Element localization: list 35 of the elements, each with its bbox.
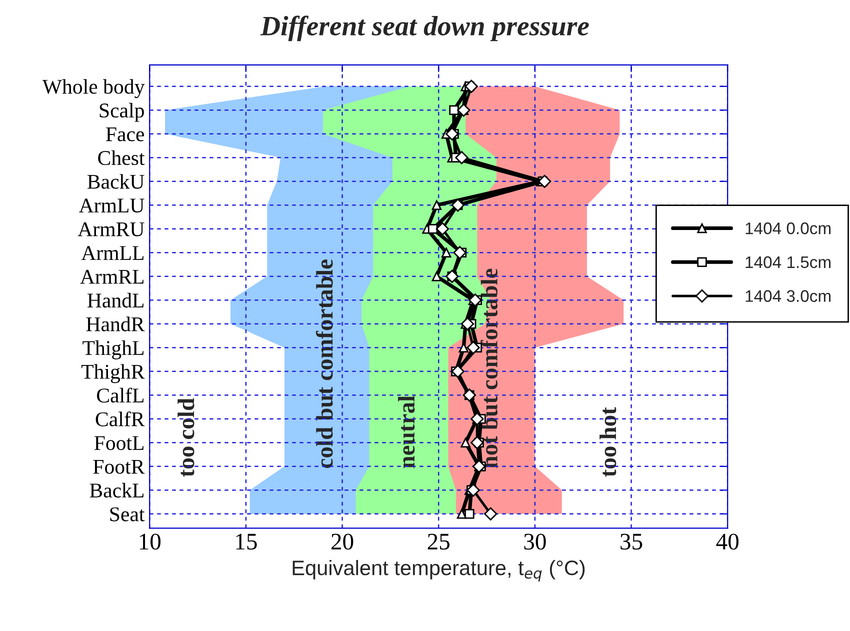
x-tick-label: 10 [140, 534, 161, 550]
y-tick-label: FootL [94, 436, 144, 450]
y-tick-label: Whole body [42, 79, 145, 98]
y-tick-label: ThighR [81, 364, 145, 384]
y-tick-label: ThighL [82, 340, 144, 360]
y-tick-label: Seat [110, 507, 145, 522]
y-tick-label: ArmRL [80, 270, 144, 284]
x-tick-label: 40 [716, 534, 739, 550]
y-tick-label: BackU [87, 174, 144, 189]
y-tick-label: Face [106, 127, 144, 142]
y-tick-label: ArmRU [78, 222, 144, 236]
legend-label: 1404 3.0cm [746, 290, 830, 302]
series-label: neutral [398, 396, 415, 468]
y-tick-label: FootR [93, 460, 145, 474]
annotation: too cold [178, 398, 194, 477]
y-tick-label: ArmLL [81, 246, 144, 260]
x-tick-label: 35 [620, 534, 642, 550]
x-tick-label: 15 [236, 534, 257, 550]
x-tick-label: 30 [524, 534, 546, 550]
y-tick-label: HandL [87, 292, 144, 308]
y-tick-label: CalfR [96, 411, 145, 426]
legend-label: 1404 0.0cm [746, 222, 830, 234]
chart-title: Different seat down pressure [260, 16, 589, 42]
series-label: cold but comfortable [316, 260, 333, 468]
y-tick-label: Scalp [100, 102, 144, 122]
x-tick-label: 20 [332, 534, 354, 550]
x-axis-title: Equivalent temperature, t$_{eq}$ (°C) [292, 560, 585, 582]
y-tick-label: BackL [90, 482, 144, 498]
y-tick-label: Chest [98, 150, 145, 166]
y-tick-label: CalfL [97, 388, 144, 403]
y-tick-label: ArmLU [78, 198, 144, 213]
x-tick-label: 25 [428, 534, 450, 550]
legend-label: 1404 1.5cm [746, 256, 830, 268]
annotation: too hot [600, 407, 616, 477]
y-tick-label: HandR [86, 316, 145, 332]
